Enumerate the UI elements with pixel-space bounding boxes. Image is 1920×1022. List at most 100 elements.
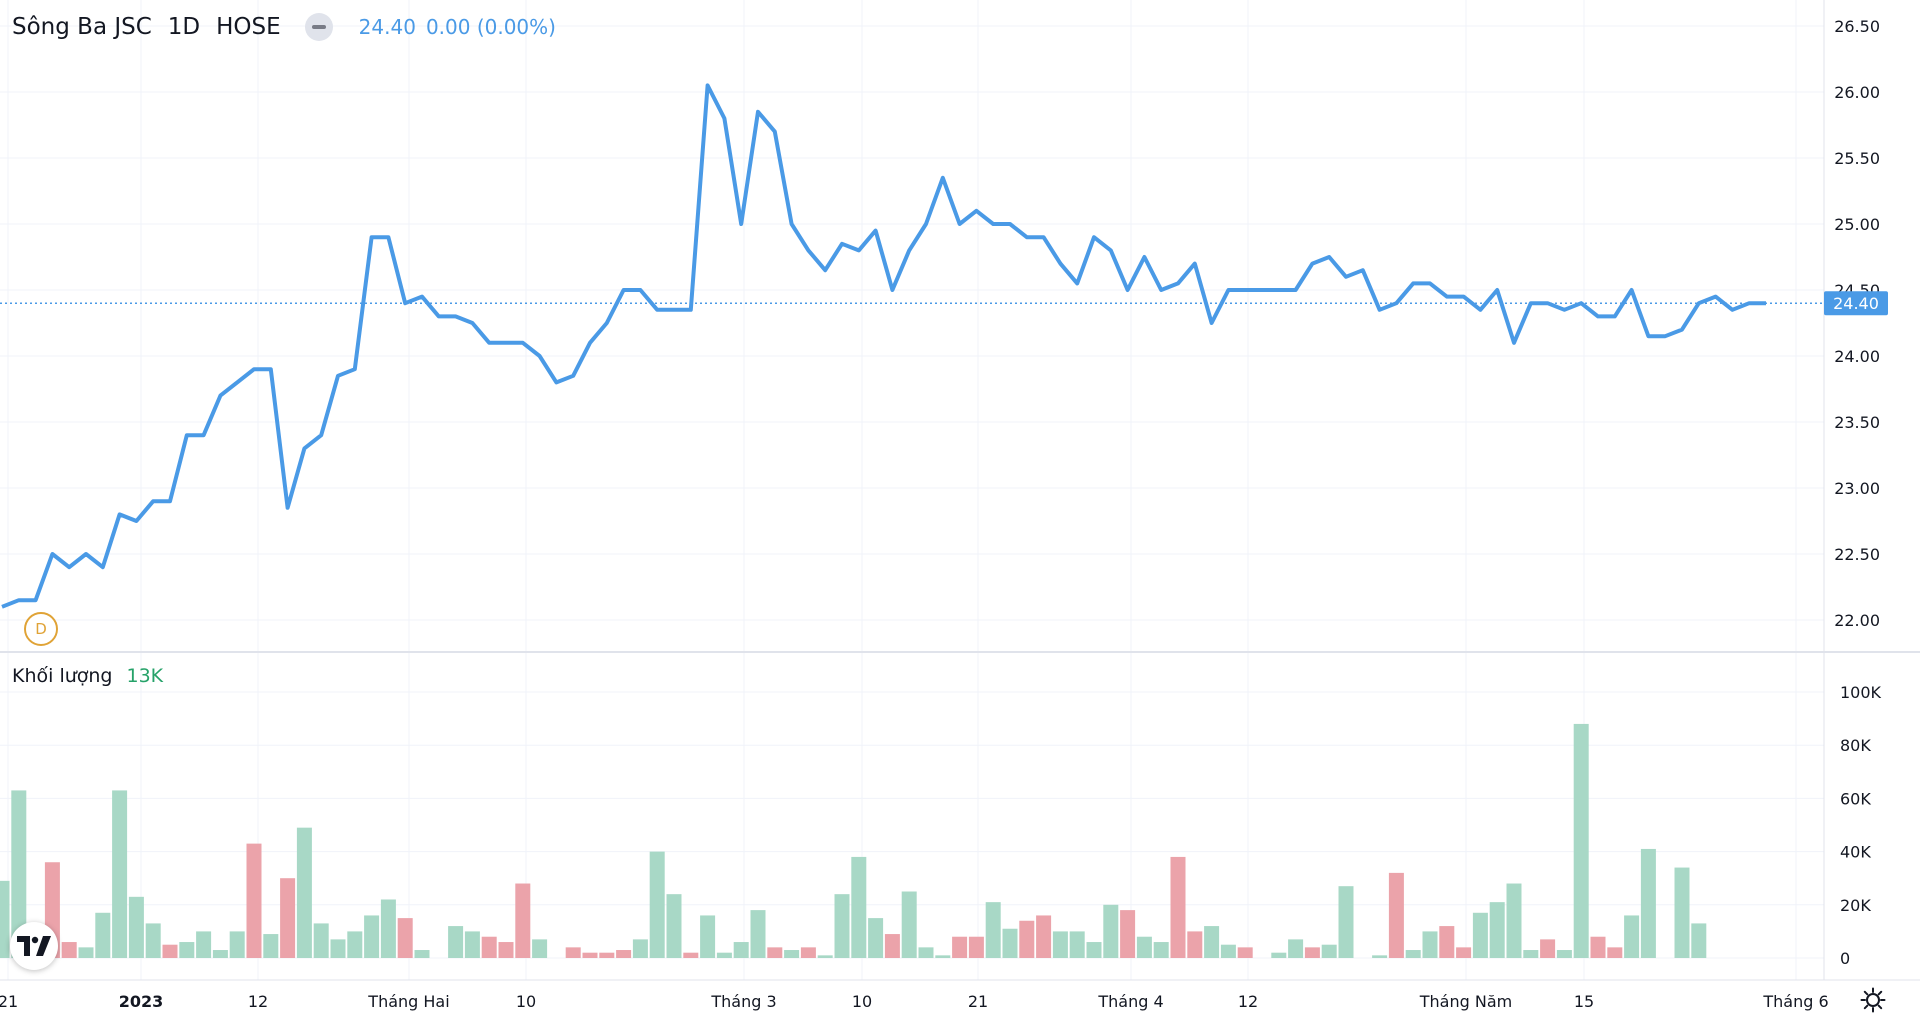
volume-bar bbox=[397, 918, 413, 958]
volume-bar bbox=[1624, 915, 1640, 958]
volume-bar bbox=[968, 936, 984, 958]
volume-bar bbox=[11, 790, 27, 958]
volume-axis[interactable]: 0 20K 40K 60K 80K 100K bbox=[1840, 683, 1882, 968]
time-tick-label: 15 bbox=[1574, 992, 1594, 1011]
volume-bar bbox=[414, 950, 430, 958]
volume-bar bbox=[733, 942, 749, 958]
volume-bar bbox=[1590, 936, 1606, 958]
grid-lines bbox=[0, 0, 1824, 980]
time-axis[interactable]: 21 2023 12 Tháng Hai 10 Tháng 3 10 21 Tháng 4 12 T… bbox=[0, 992, 1829, 1011]
volume-bar bbox=[1573, 723, 1589, 958]
price-tick-label: 25.50 bbox=[1834, 149, 1880, 168]
volume-bar bbox=[1271, 952, 1287, 958]
volume-bar bbox=[1036, 915, 1052, 958]
volume-bar bbox=[145, 923, 161, 958]
volume-bar bbox=[1691, 923, 1707, 958]
settings-gear-icon[interactable] bbox=[1858, 985, 1888, 1015]
volume-tick-label: 100K bbox=[1840, 683, 1882, 702]
volume-value: 13K bbox=[126, 665, 164, 687]
volume-bar bbox=[515, 883, 531, 958]
volume-bar bbox=[649, 851, 665, 958]
volume-bar bbox=[1640, 848, 1656, 958]
volume-bar bbox=[1103, 904, 1119, 958]
time-tick-label: Tháng 4 bbox=[1097, 992, 1163, 1011]
volume-bar bbox=[616, 950, 632, 958]
dividend-marker[interactable]: D bbox=[24, 612, 58, 646]
volume-bar bbox=[952, 936, 968, 958]
volume-tick-label: 40K bbox=[1840, 843, 1871, 862]
time-tick-label: 21 bbox=[968, 992, 988, 1011]
volume-bar bbox=[1220, 944, 1236, 958]
volume-bar bbox=[817, 955, 833, 958]
volume-bar bbox=[1086, 942, 1102, 958]
volume-bar bbox=[330, 939, 346, 958]
time-tick-label: Tháng 3 bbox=[710, 992, 776, 1011]
price-axis[interactable]: 22.0022.5023.0023.5024.0024.5025.0025.50… bbox=[1834, 17, 1880, 630]
volume-bar bbox=[1120, 910, 1136, 958]
volume-title[interactable]: Khối lượng bbox=[12, 665, 113, 687]
volume-bar bbox=[1321, 944, 1337, 958]
volume-bar bbox=[1405, 950, 1421, 958]
price-tick-label: 22.00 bbox=[1834, 611, 1880, 630]
volume-bar bbox=[1540, 939, 1556, 958]
volume-bar bbox=[1069, 931, 1085, 958]
time-tick-label: Tháng Hai bbox=[367, 992, 449, 1011]
volume-bar bbox=[800, 947, 816, 958]
volume-bar bbox=[784, 950, 800, 958]
volume-bar bbox=[1607, 947, 1623, 958]
volume-bar bbox=[935, 955, 951, 958]
volume-bar bbox=[632, 939, 648, 958]
volume-tick-label: 20K bbox=[1840, 896, 1871, 915]
volume-bar bbox=[0, 880, 10, 958]
volume-bar bbox=[128, 896, 144, 958]
volume-bar bbox=[918, 947, 934, 958]
volume-bar bbox=[112, 790, 128, 958]
time-tick-label: 12 bbox=[248, 992, 268, 1011]
volume-bar bbox=[1456, 947, 1472, 958]
volume-bar bbox=[464, 931, 480, 958]
volume-bar bbox=[1506, 883, 1522, 958]
volume-bar bbox=[750, 910, 766, 958]
timeframe-label[interactable]: 1D bbox=[167, 14, 201, 40]
volume-bar bbox=[1372, 955, 1388, 958]
tv-logo-glyph bbox=[17, 936, 51, 956]
collapse-legend-button[interactable] bbox=[304, 13, 333, 41]
volume-bar bbox=[1388, 872, 1404, 958]
volume-bar bbox=[448, 926, 464, 958]
volume-bar bbox=[1136, 936, 1152, 958]
volume-bar bbox=[884, 934, 900, 958]
volume-bar bbox=[1338, 886, 1354, 958]
tradingview-logo-icon[interactable] bbox=[10, 922, 58, 970]
volume-bar bbox=[179, 942, 195, 958]
volume-bar bbox=[78, 947, 94, 958]
symbol-name[interactable]: Sông Ba JSC bbox=[12, 14, 152, 40]
volume-bar bbox=[1019, 920, 1035, 958]
volume-bar bbox=[985, 902, 1001, 958]
volume-bar bbox=[1523, 950, 1539, 958]
volume-bar bbox=[1304, 947, 1320, 958]
volume-bar bbox=[1002, 928, 1018, 958]
volume-bar bbox=[851, 856, 867, 958]
volume-tick-label: 60K bbox=[1840, 789, 1871, 808]
price-series-line bbox=[1, 83, 1766, 609]
volume-bar bbox=[700, 915, 716, 958]
volume-bar bbox=[380, 899, 396, 958]
volume-bar bbox=[347, 931, 363, 958]
volume-bar bbox=[95, 912, 111, 958]
price-tick-label: 26.00 bbox=[1834, 83, 1880, 102]
price-tick-label: 24.00 bbox=[1834, 347, 1880, 366]
volume-bar bbox=[599, 952, 615, 958]
volume-bar bbox=[313, 923, 329, 958]
volume-bar bbox=[1674, 867, 1690, 958]
time-tick-label: 12 bbox=[1238, 992, 1258, 1011]
price-tick-label: 25.00 bbox=[1834, 215, 1880, 234]
volume-bar bbox=[868, 918, 884, 958]
volume-bar bbox=[212, 950, 228, 958]
volume-bar bbox=[582, 952, 598, 958]
volume-bar bbox=[296, 827, 312, 958]
time-tick-label: 21 bbox=[0, 992, 18, 1011]
time-tick-label: 10 bbox=[852, 992, 872, 1011]
volume-bar bbox=[716, 952, 732, 958]
volume-bar bbox=[280, 878, 296, 958]
